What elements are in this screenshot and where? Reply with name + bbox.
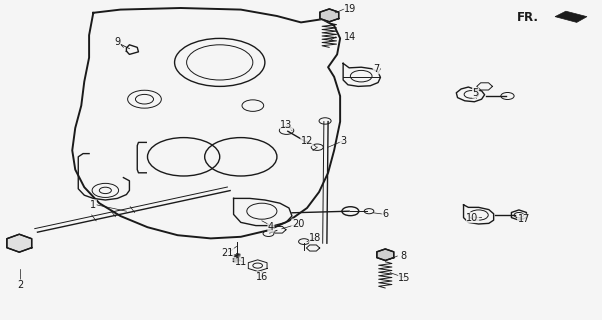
Text: 19: 19: [344, 4, 356, 14]
Text: 3: 3: [340, 136, 346, 146]
Text: 11: 11: [235, 257, 247, 268]
Text: 10: 10: [467, 212, 479, 223]
Text: 6: 6: [382, 209, 388, 220]
Text: 16: 16: [256, 272, 268, 282]
Text: 21: 21: [222, 248, 234, 258]
Text: 17: 17: [518, 214, 530, 224]
Text: 7: 7: [373, 64, 379, 74]
Text: 12: 12: [301, 136, 313, 146]
Text: 18: 18: [309, 233, 321, 244]
Text: 13: 13: [281, 120, 293, 130]
Text: FR.: FR.: [517, 11, 539, 24]
Text: 1: 1: [90, 200, 96, 210]
Text: 4: 4: [268, 222, 274, 232]
Polygon shape: [555, 11, 587, 22]
Polygon shape: [320, 9, 339, 22]
Text: 5: 5: [473, 88, 479, 98]
Polygon shape: [7, 234, 32, 252]
Text: 8: 8: [400, 251, 406, 261]
Text: 14: 14: [344, 32, 356, 42]
Text: 2: 2: [17, 280, 23, 290]
Text: 20: 20: [292, 219, 304, 229]
Text: 9: 9: [114, 36, 120, 47]
Text: 15: 15: [399, 273, 411, 284]
Polygon shape: [377, 249, 394, 260]
